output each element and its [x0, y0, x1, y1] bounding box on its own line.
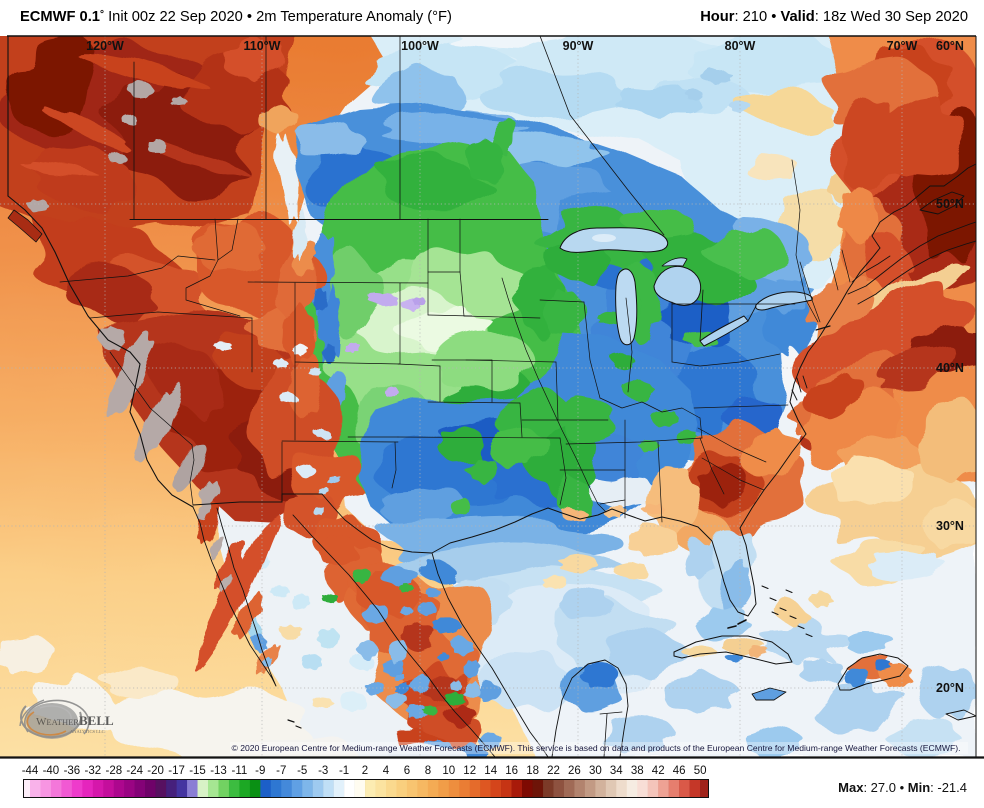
svg-text:-5: -5 [297, 765, 307, 777]
svg-text:42: 42 [652, 765, 665, 777]
svg-text:-28: -28 [105, 765, 122, 777]
svg-text:18: 18 [526, 765, 539, 777]
svg-text:-11: -11 [232, 765, 248, 777]
svg-text:12: 12 [463, 765, 476, 777]
svg-text:120°W: 120°W [86, 39, 124, 53]
svg-text:100°W: 100°W [401, 39, 439, 53]
svg-text:© 2020 European Centre for Med: © 2020 European Centre for Medium-range … [232, 743, 961, 753]
svg-text:80°W: 80°W [725, 39, 756, 53]
svg-text:WEATHERBELL: WEATHERBELL [36, 713, 114, 728]
svg-text:60°N: 60°N [936, 39, 964, 53]
svg-text:2: 2 [362, 765, 368, 777]
svg-text:-7: -7 [276, 765, 286, 777]
svg-text:-20: -20 [147, 765, 164, 777]
svg-text:ANALYTICS LLC: ANALYTICS LLC [70, 729, 105, 734]
svg-text:22: 22 [547, 765, 560, 777]
svg-text:8: 8 [425, 765, 431, 777]
svg-text:-44: -44 [22, 765, 39, 777]
svg-text:-36: -36 [64, 765, 81, 777]
svg-text:14: 14 [484, 765, 497, 777]
svg-text:ECMWF 0.1° Init 00z 22 Sep 202: ECMWF 0.1° Init 00z 22 Sep 2020 • 2m Tem… [20, 9, 452, 25]
svg-text:-13: -13 [210, 765, 227, 777]
svg-text:46: 46 [673, 765, 686, 777]
svg-text:-1: -1 [339, 765, 349, 777]
svg-text:4: 4 [383, 765, 390, 777]
svg-text:-32: -32 [84, 765, 101, 777]
svg-text:20°N: 20°N [936, 681, 964, 695]
svg-text:10: 10 [442, 765, 455, 777]
svg-text:30: 30 [589, 765, 602, 777]
svg-text:110°W: 110°W [244, 39, 281, 53]
svg-text:70°W: 70°W [887, 39, 918, 53]
svg-text:16: 16 [505, 765, 518, 777]
svg-text:30°N: 30°N [936, 519, 964, 533]
svg-text:-9: -9 [255, 765, 265, 777]
svg-text:-40: -40 [43, 765, 60, 777]
svg-text:50°N: 50°N [936, 197, 964, 211]
svg-text:-24: -24 [126, 765, 143, 777]
svg-text:38: 38 [631, 765, 644, 777]
svg-text:40°N: 40°N [936, 361, 964, 375]
svg-text:90°W: 90°W [563, 39, 594, 53]
svg-text:-17: -17 [168, 765, 185, 777]
svg-text:6: 6 [404, 765, 410, 777]
svg-text:-3: -3 [318, 765, 328, 777]
svg-text:Max: 27.0 • Min: -21.4: Max: 27.0 • Min: -21.4 [838, 780, 967, 795]
svg-text:Hour: 210 • Valid: 18z Wed 30: Hour: 210 • Valid: 18z Wed 30 Sep 2020 [700, 9, 968, 25]
svg-text:26: 26 [568, 765, 581, 777]
svg-text:34: 34 [610, 765, 623, 777]
svg-text:-15: -15 [189, 765, 206, 777]
svg-text:50: 50 [694, 765, 707, 777]
